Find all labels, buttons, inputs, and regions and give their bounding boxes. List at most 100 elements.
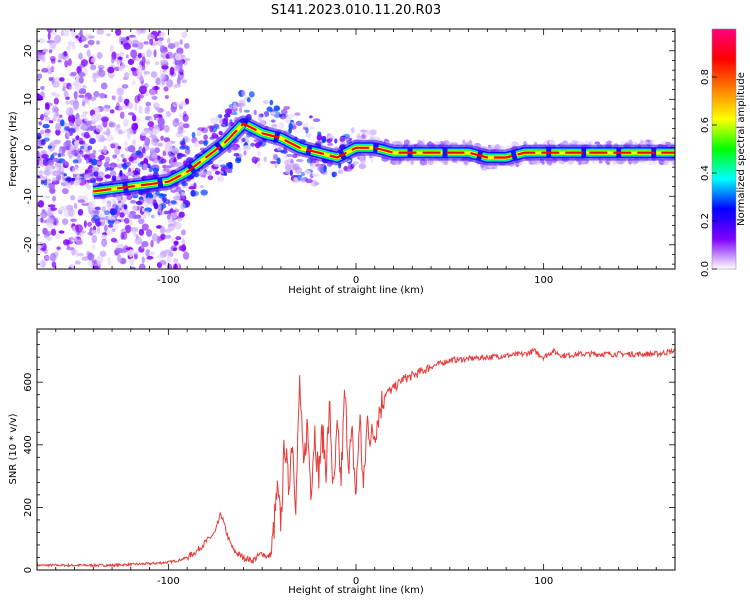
heatmap-cell xyxy=(166,255,172,264)
heatmap-cell xyxy=(43,137,50,142)
heatmap-cell xyxy=(152,86,160,91)
heatmap-cell xyxy=(129,258,135,266)
heatmap-cell xyxy=(72,166,79,173)
heatmap-cell xyxy=(45,236,53,241)
heatmap-cell xyxy=(158,192,164,199)
heatmap-cell xyxy=(273,153,279,161)
heatmap-cell xyxy=(92,78,97,83)
heatmap-cell xyxy=(60,119,65,127)
heatmap-cell xyxy=(141,223,149,231)
heatmap-cell xyxy=(254,142,261,149)
heatmap-cell xyxy=(332,171,336,178)
heatmap-cell xyxy=(75,118,83,126)
heatmap-cell xyxy=(40,217,44,224)
heatmap-cell xyxy=(146,255,154,260)
heatmap-cell xyxy=(51,261,57,268)
heatmap-cell xyxy=(181,79,188,84)
heatmap-cell xyxy=(288,122,293,130)
heatmap-cell xyxy=(91,75,100,79)
heatmap-cell xyxy=(342,133,351,139)
heatmap-cell xyxy=(141,207,146,212)
heatmap-cell xyxy=(96,221,100,226)
heatmap-cell xyxy=(182,113,189,122)
heatmap-cell xyxy=(105,156,111,163)
heatmap-cell xyxy=(292,163,300,171)
heatmap-cell xyxy=(359,156,367,164)
heatmap-cell xyxy=(174,64,181,72)
heatmap-cell xyxy=(38,170,43,178)
heatmap-cell xyxy=(128,249,134,258)
heatmap-cell xyxy=(433,141,441,145)
heatmap-cell xyxy=(72,41,76,47)
heatmap-cell xyxy=(327,142,334,147)
y-tick-label: -10 xyxy=(23,188,34,204)
heatmap-cell xyxy=(66,177,74,181)
heatmap-cell xyxy=(68,154,73,160)
heatmap-cell xyxy=(176,60,184,67)
heatmap-cell xyxy=(123,128,131,134)
colorbar-tick-label: 0.4 xyxy=(700,165,711,181)
heatmap-cell xyxy=(115,247,124,254)
colorbar-ticks: 0.0 0.2 0.4 0.6 0.8 xyxy=(700,69,717,277)
heatmap-cell xyxy=(256,161,261,169)
heatmap-cell xyxy=(99,134,105,143)
heatmap-cell xyxy=(134,236,143,245)
heatmap-cell xyxy=(176,152,183,160)
heatmap-cell xyxy=(116,87,124,96)
heatmap-cell xyxy=(157,117,165,127)
heatmap-cell xyxy=(577,159,582,166)
heatmap-cell xyxy=(165,165,173,169)
heatmap-cell xyxy=(133,253,138,260)
heatmap-cell xyxy=(108,216,116,221)
heatmap-cell xyxy=(358,163,367,170)
heatmap-cell xyxy=(71,145,75,149)
heatmap-cell xyxy=(159,69,168,75)
heatmap-cell xyxy=(92,178,97,184)
heatmap-cell xyxy=(48,182,55,190)
heatmap-cell xyxy=(150,239,154,248)
x-tick-label: -100 xyxy=(157,275,180,286)
heatmap-cell xyxy=(91,229,99,234)
heatmap-cell xyxy=(66,132,71,138)
snr-y-ticks: 0 200 400 600 xyxy=(23,331,675,573)
heatmap-cell xyxy=(339,137,345,143)
heatmap-cell xyxy=(37,73,43,80)
heatmap-cell xyxy=(277,146,282,151)
heatmap-cell xyxy=(196,130,202,137)
heatmap-cell xyxy=(54,34,62,44)
heatmap-cell xyxy=(130,226,139,233)
ridge-band xyxy=(87,115,675,200)
heatmap-cell xyxy=(38,160,44,164)
colorbar-tick-label: 0.8 xyxy=(700,69,711,85)
heatmap-cell xyxy=(172,101,180,108)
heatmap-cell xyxy=(44,128,51,134)
colorbar-tick-label: 0.0 xyxy=(700,261,711,277)
heatmap-cell xyxy=(59,205,67,211)
heatmap-cell xyxy=(79,150,84,155)
heatmap-cell xyxy=(163,137,171,143)
heatmap-cell xyxy=(131,167,136,171)
heatmap-cell xyxy=(284,168,291,175)
heatmap-cell xyxy=(76,65,82,75)
heatmap-cell xyxy=(97,171,105,179)
heatmap-cell xyxy=(75,239,83,246)
heatmap-cell xyxy=(89,138,96,145)
heatmap-cell xyxy=(285,163,292,171)
heatmap-cell xyxy=(305,178,313,184)
heatmap-cell xyxy=(98,148,105,153)
heatmap-cell xyxy=(148,126,154,136)
heatmap-cell xyxy=(206,170,213,176)
heatmap-cell xyxy=(135,117,141,123)
heatmap-cell xyxy=(84,117,89,122)
heatmap-cell xyxy=(164,249,172,254)
heatmap-cell xyxy=(172,195,181,201)
heatmap-cell xyxy=(233,102,237,110)
heatmap-cell xyxy=(166,214,171,220)
heatmap-cell xyxy=(119,212,125,218)
heatmap-cell xyxy=(50,58,56,64)
heatmap-cell xyxy=(370,158,374,164)
heatmap-cell xyxy=(494,144,501,150)
heatmap-cell xyxy=(49,40,57,49)
heatmap-cell xyxy=(130,67,137,72)
heatmap-cell xyxy=(164,234,172,239)
